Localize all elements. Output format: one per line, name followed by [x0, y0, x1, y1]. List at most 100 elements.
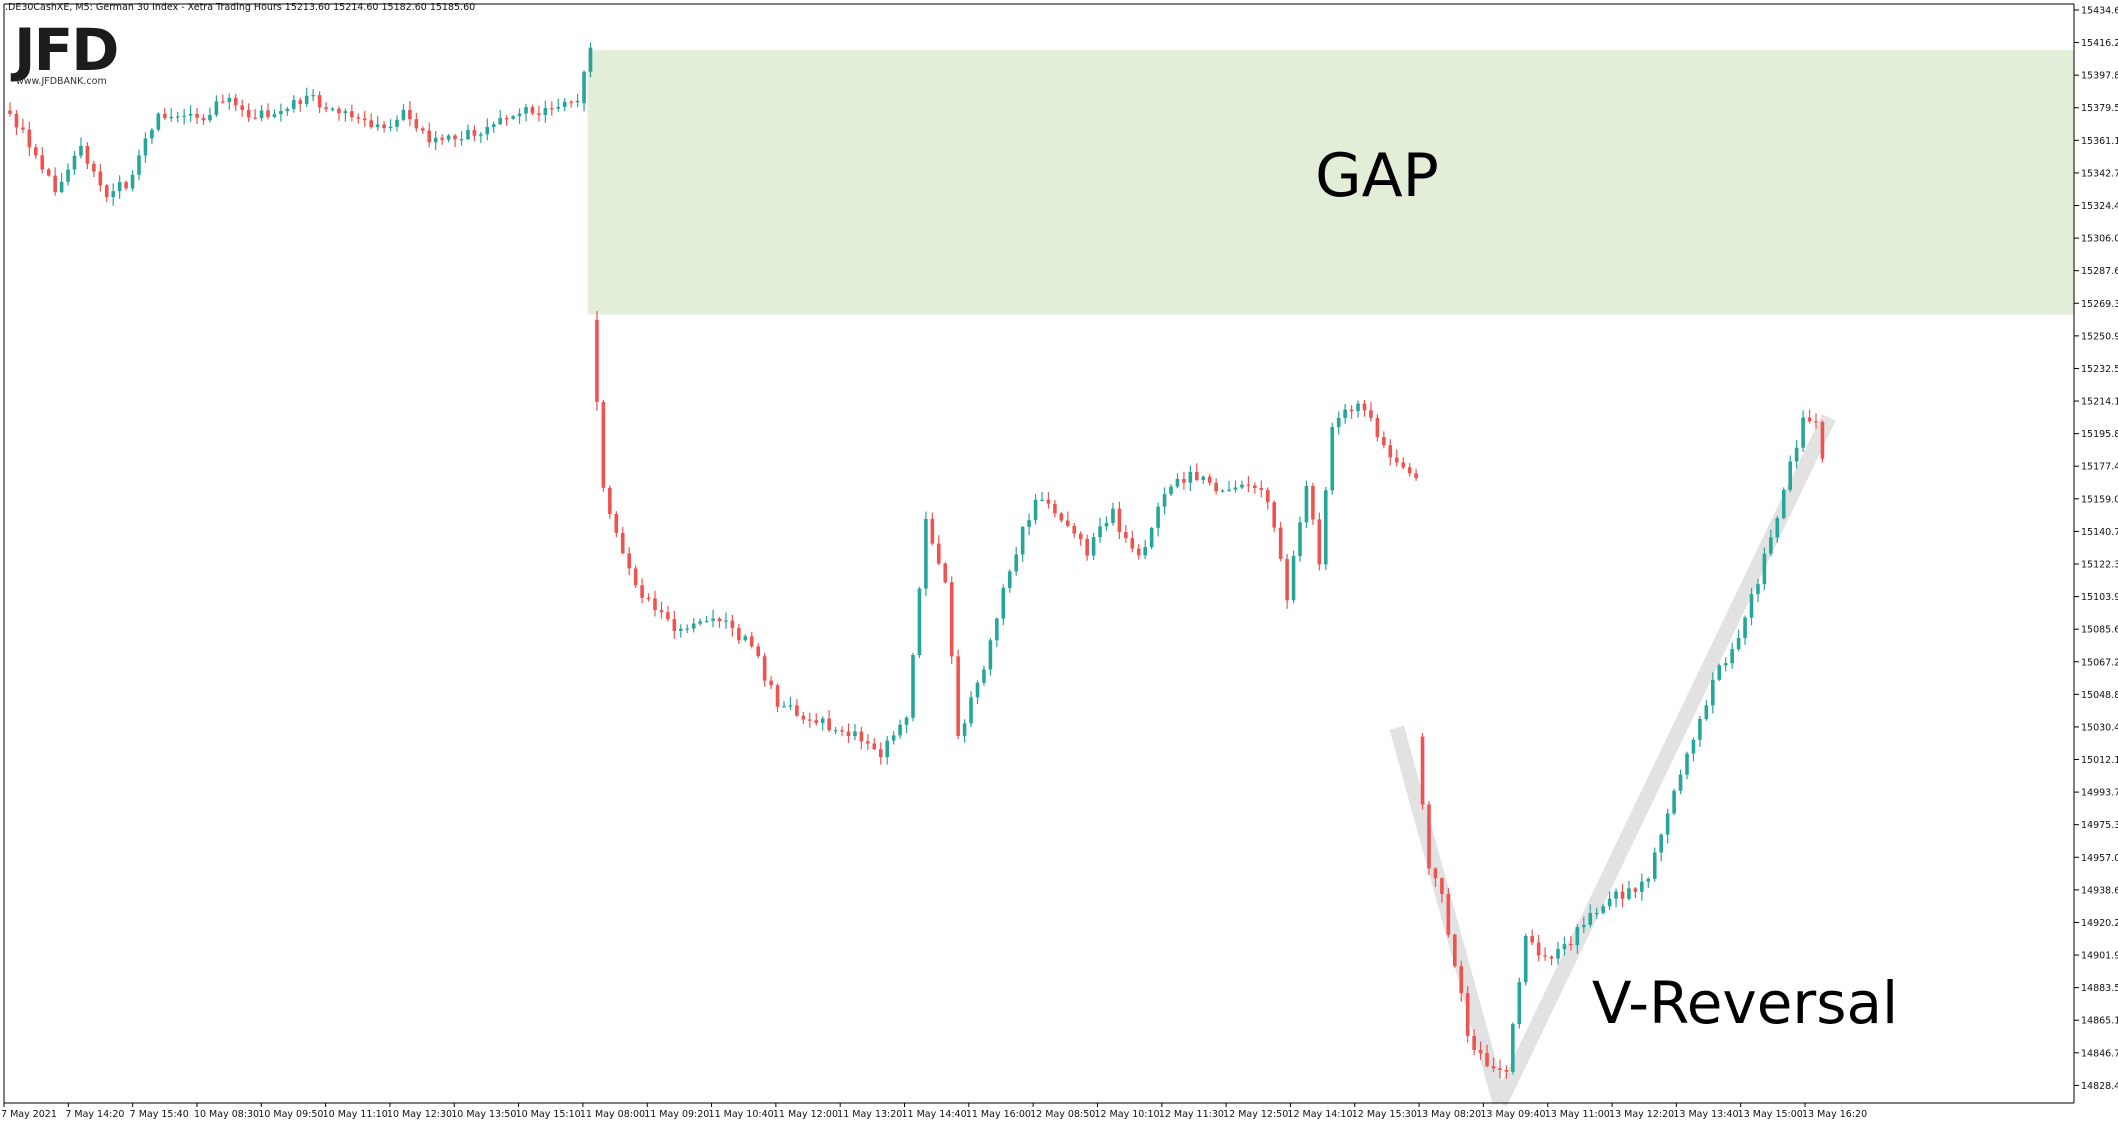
- candle-body: [1078, 533, 1083, 539]
- candle-body: [79, 145, 83, 156]
- y-tick-label: 15342.78: [2081, 168, 2118, 179]
- candle-body: [1117, 508, 1122, 533]
- candle-body: [659, 610, 664, 613]
- candle-body: [446, 135, 451, 140]
- candle-body: [1227, 489, 1231, 491]
- y-tick-label: 15030.49: [2081, 722, 2118, 733]
- candle-body: [1698, 719, 1702, 740]
- y-tick-label: 15306.04: [2081, 234, 2118, 245]
- candle-body: [1775, 518, 1780, 538]
- y-tick-label: 15122.34: [2081, 559, 2118, 570]
- candle-body: [272, 114, 277, 117]
- candle-body: [1162, 494, 1167, 507]
- candle-body: [1627, 888, 1631, 899]
- candle-body: [982, 669, 986, 683]
- candle-body: [1046, 499, 1051, 504]
- candle-body: [21, 127, 25, 130]
- candles-layer: [8, 42, 1825, 1079]
- candle-body: [169, 116, 174, 119]
- candle-body: [717, 618, 722, 622]
- candle-body: [1814, 421, 1818, 423]
- candle-body: [878, 749, 883, 758]
- candle-body: [227, 97, 232, 102]
- candle-body: [969, 697, 973, 724]
- candle-body: [266, 110, 270, 117]
- candle-body: [769, 680, 773, 686]
- candle-body: [737, 628, 741, 641]
- candle-body: [1543, 955, 1547, 957]
- y-tick-label: 15287.67: [2081, 266, 2118, 277]
- candle-body: [1517, 982, 1522, 1024]
- candle-body: [866, 741, 870, 744]
- candle-body: [491, 124, 496, 127]
- candle-body: [833, 730, 838, 732]
- candle-body: [1240, 484, 1244, 488]
- y-tick-label: 15067.23: [2081, 657, 2118, 668]
- candle-body: [653, 598, 657, 611]
- candle-body: [1453, 934, 1457, 967]
- candle-body: [691, 623, 696, 629]
- y-tick-label: 14938.64: [2081, 885, 2118, 896]
- candle-body: [1711, 679, 1715, 706]
- candle-body: [1633, 888, 1638, 892]
- candle-body: [1278, 527, 1283, 559]
- candle-body: [1685, 753, 1689, 775]
- candle-body: [820, 718, 825, 724]
- candle-body: [279, 111, 283, 115]
- x-tick-label: 10 May 11:10: [323, 1109, 388, 1120]
- candle-body: [988, 640, 993, 670]
- candle-body: [85, 145, 90, 164]
- y-tick-label: 14865.16: [2081, 1016, 2118, 1027]
- candle-body: [1575, 927, 1580, 946]
- candle-body: [382, 124, 386, 128]
- candle-body: [292, 100, 296, 109]
- candle-body: [1394, 457, 1399, 463]
- zone-layer: [587, 50, 2074, 315]
- candle-body: [246, 109, 251, 118]
- candle-body: [337, 108, 341, 114]
- candle-body: [1562, 944, 1567, 950]
- x-tick-label: 13 May 08:20: [1416, 1109, 1481, 1120]
- candle-body: [672, 619, 677, 631]
- candle-body: [1427, 804, 1431, 869]
- candle-body: [1446, 894, 1451, 935]
- candle-body: [995, 618, 999, 641]
- candle-body: [898, 724, 902, 736]
- candle-body: [1801, 417, 1805, 448]
- y-tick-label: 15232.56: [2081, 364, 2118, 375]
- candle-body: [1053, 503, 1057, 514]
- candle-body: [324, 107, 328, 110]
- candle-body: [92, 163, 96, 172]
- candle-body: [472, 129, 477, 136]
- candle-body: [253, 117, 257, 119]
- candle-body: [8, 110, 12, 114]
- candle-body: [1807, 417, 1812, 422]
- candle-body: [1382, 436, 1386, 446]
- candle-body: [808, 719, 812, 721]
- candle-body: [124, 182, 128, 189]
- candle-body: [749, 636, 754, 647]
- candle-body: [859, 731, 864, 742]
- candle-body: [795, 705, 799, 716]
- candle-body: [1343, 409, 1347, 418]
- candle-body: [1504, 1070, 1509, 1072]
- candle-body: [1743, 617, 1747, 638]
- candle-body: [1136, 548, 1141, 556]
- candle-body: [188, 113, 193, 116]
- candle-body: [1156, 506, 1160, 528]
- candle-body: [1201, 476, 1206, 480]
- candle-body: [221, 101, 225, 103]
- candle-body: [304, 95, 309, 104]
- candle-body: [1459, 966, 1464, 994]
- candle-body: [595, 319, 599, 402]
- candle-body: [827, 718, 831, 731]
- candle-body: [175, 116, 180, 118]
- candle-body: [930, 518, 935, 544]
- candle-body: [511, 116, 515, 119]
- x-tick-label: 12 May 11:30: [1159, 1109, 1224, 1120]
- x-tick-label: 11 May 16:00: [966, 1109, 1031, 1120]
- x-tick-label: 10 May 08:30: [194, 1109, 259, 1120]
- candle-body: [1188, 471, 1193, 483]
- candle-body: [846, 731, 851, 737]
